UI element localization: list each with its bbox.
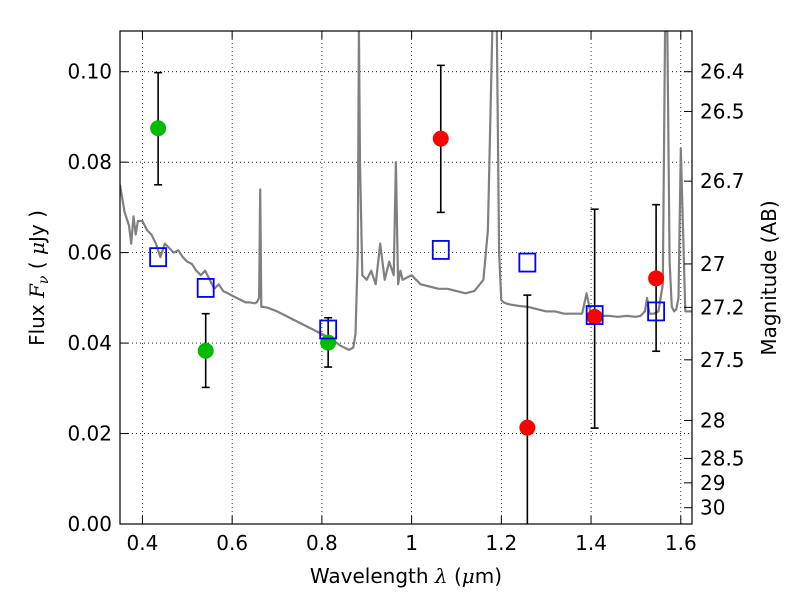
data-point-circle [197,342,214,359]
data-points [149,64,666,524]
y2-tick-label: 26.4 [700,60,745,84]
y-tick-label: 0.04 [67,331,112,355]
x-tick-label: 1.6 [665,531,697,555]
plot-frame [119,30,693,525]
y2-tick-label: 30 [700,496,725,520]
y2-axis-label: Magnitude (AB) [757,200,781,355]
data-point-circle [320,334,337,351]
y2-tick-label: 29 [700,471,725,495]
data-point-square [518,252,537,273]
y-tick-label: 0.10 [67,60,112,84]
data-point-square [149,247,168,268]
data-point-square [647,301,666,322]
data-point-circle [150,120,167,137]
y2-tick-label: 26.7 [700,169,745,193]
y2-tick-label: 27.2 [700,295,745,319]
data-point-circle [519,419,536,436]
y-tick-label: 0.06 [67,241,112,265]
y2-tick-label: 26.5 [700,100,745,124]
x-tick-label: 1.2 [485,531,517,555]
x-tick-label: 0.6 [216,531,248,555]
y-tick-label: 0.00 [67,512,112,536]
data-point-square [319,319,338,340]
y2-tick-label: 27.5 [700,348,745,372]
axis-ticks: 0.4 0.6 0.8 1 1.2 1.4 1.6 0.00 0.02 0.04 0.06 0.08 0… [67,31,745,555]
data-point-square [196,278,215,298]
data-point-circle [648,270,665,287]
y-axis-label: Flux Fν ( μJy ) [25,210,52,346]
x-tick-label: 0.8 [306,531,338,555]
y-tick-label: 0.02 [67,422,112,446]
x-tick-label: 0.4 [127,531,159,555]
x-tick-label: 1 [405,531,418,555]
spectrum-series [120,31,692,351]
data-point-square [431,240,450,260]
x-axis-label: Wavelength λ (μm) [310,564,502,588]
y2-tick-label: 28 [700,408,725,432]
data-point-circle [432,130,449,147]
y-tick-label: 0.08 [67,150,112,174]
y2-tick-label: 27 [700,252,725,276]
data-point-circle [586,308,603,325]
data-point-square [585,305,604,325]
spectrum-line [120,31,692,351]
x-tick-label: 1.4 [575,531,607,555]
y2-tick-label: 28.5 [700,446,745,470]
